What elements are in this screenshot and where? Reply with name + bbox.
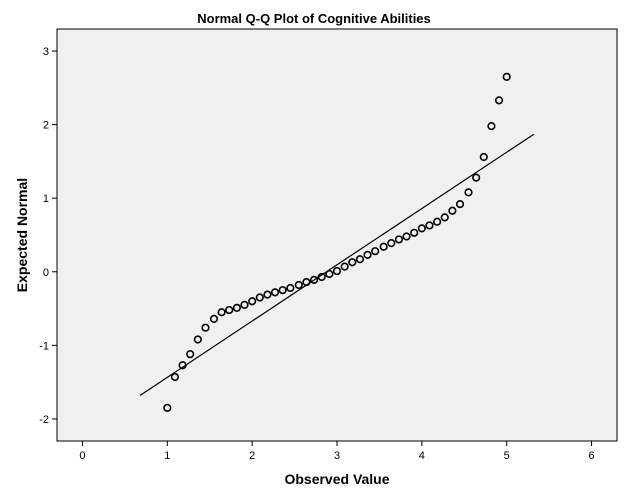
x-tick-label: 3 — [334, 450, 340, 462]
data-point — [248, 297, 257, 306]
y-tick-label: -2 — [39, 414, 49, 426]
x-tick-label: 4 — [419, 450, 425, 462]
data-point — [410, 228, 419, 237]
data-point — [170, 372, 180, 382]
data-point — [309, 275, 319, 284]
data-point — [201, 323, 210, 332]
data-point — [387, 238, 396, 248]
x-axis-label: Observed Value — [284, 471, 389, 487]
data-point — [371, 247, 380, 256]
data-point — [440, 213, 449, 222]
data-point — [355, 255, 365, 264]
x-tick-label: 1 — [164, 450, 170, 462]
x-tick-label: 2 — [249, 450, 255, 462]
data-point — [178, 361, 187, 370]
data-point — [225, 305, 234, 315]
data-point — [363, 250, 372, 259]
data-point — [325, 269, 334, 279]
plot-area — [56, 28, 618, 442]
data-point — [464, 188, 473, 197]
data-point — [209, 314, 219, 323]
data-point — [433, 217, 442, 226]
data-point — [448, 206, 457, 215]
data-point — [263, 290, 272, 299]
data-point — [332, 266, 342, 276]
data-point — [317, 272, 326, 282]
chart-title: Normal Q-Q Plot of Cognitive Abilities — [197, 11, 431, 26]
data-point — [232, 303, 241, 312]
data-point — [340, 262, 349, 271]
data-point — [455, 200, 465, 209]
data-point — [379, 242, 388, 251]
data-point — [193, 335, 202, 344]
y-tick-label: 3 — [43, 46, 49, 58]
y-tick-label: 1 — [43, 193, 49, 205]
y-tick-label: 2 — [43, 120, 49, 132]
data-point — [217, 308, 226, 317]
data-point — [302, 277, 311, 287]
data-point — [163, 403, 172, 412]
data-point — [240, 300, 249, 309]
data-point — [394, 235, 404, 244]
reference-line — [139, 133, 535, 396]
data-point — [402, 232, 411, 241]
data-point — [348, 258, 357, 267]
data-point — [186, 350, 195, 359]
data-point — [417, 224, 426, 233]
x-tick-label: 5 — [504, 450, 510, 462]
y-tick-label: 0 — [43, 267, 49, 279]
data-point — [270, 288, 280, 297]
data-point — [487, 122, 496, 131]
y-axis-label: Expected Normal — [14, 178, 30, 292]
x-tick-label: 6 — [588, 450, 594, 462]
data-point — [286, 283, 295, 293]
data-point — [479, 152, 488, 162]
data-point — [494, 96, 504, 105]
x-tick-label: 0 — [79, 450, 85, 462]
y-axis: -2 -1 0 1 2 3 — [39, 46, 57, 426]
data-point — [425, 221, 434, 230]
data-point — [502, 72, 511, 81]
data-point — [278, 286, 287, 295]
data-point — [255, 293, 264, 302]
data-point — [472, 173, 481, 182]
data-point — [294, 280, 303, 290]
y-tick-label: -1 — [39, 340, 49, 352]
x-axis: 0 1 2 3 4 5 6 — [79, 441, 595, 462]
data-points — [163, 72, 511, 412]
